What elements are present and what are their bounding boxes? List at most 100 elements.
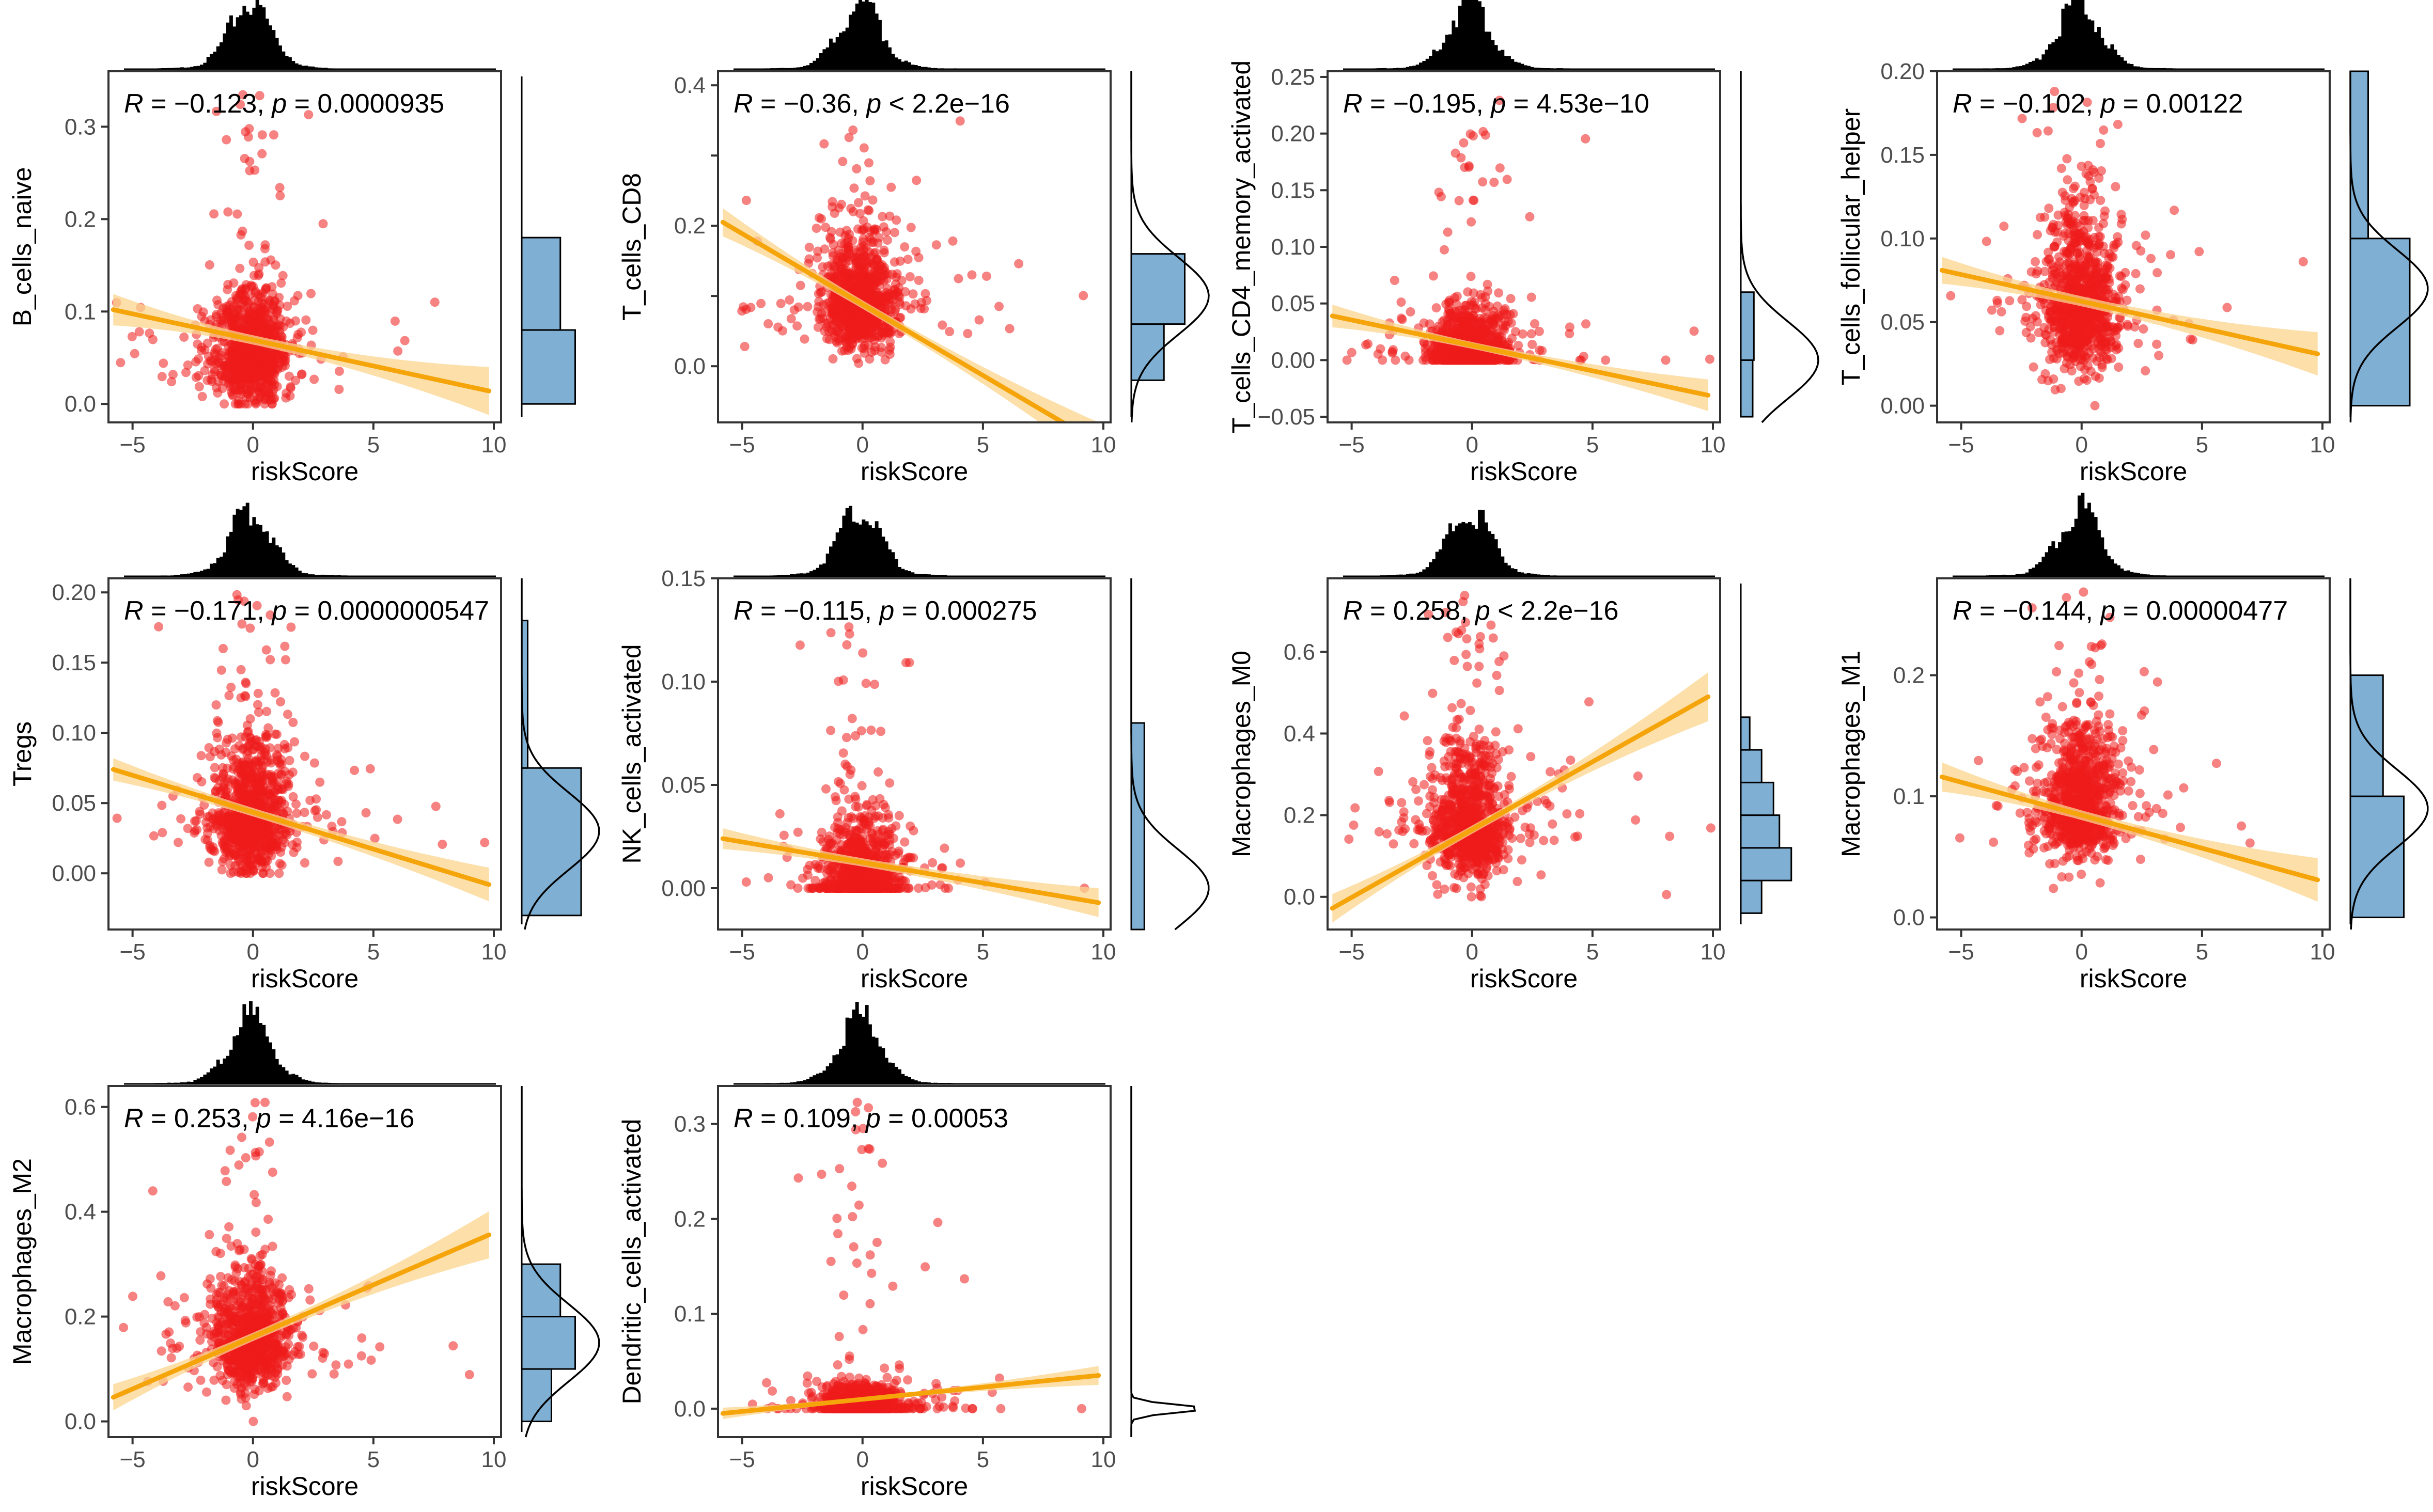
top-hist-bar [1402,68,1407,69]
y-axis-title: B_cells_naive [8,167,37,327]
scatter-point [241,679,251,688]
top-hist-bar [2100,38,2104,69]
y-tick-label: −0.05 [1258,404,1315,430]
y-tick-label: 0.0 [674,354,706,379]
top-hist-bar [881,41,885,69]
scatter-point [890,228,899,238]
top-hist-bar [294,63,299,69]
top-hist-bar [1468,0,1472,69]
top-hist-bar [190,573,194,576]
scatter-point [2153,268,2162,278]
scatter-point [2047,314,2056,324]
scatter-point [1526,292,1536,302]
x-axis-title: riskScore [251,457,358,486]
scatter-point [1443,309,1453,319]
top-hist-bar [1540,68,1544,69]
scatter-point [223,207,233,217]
r-symbol: R [734,89,753,119]
top-hist-bar [809,62,813,69]
plot-frame [1327,70,1721,423]
scatter-point [2073,321,2083,330]
scatter-point [981,271,991,281]
scatter-point [911,246,921,256]
top-hist-bar [1507,56,1511,69]
scatter-point [266,655,275,665]
scatter-point [2298,257,2308,266]
top-hist-bar [1425,58,1429,69]
scatter-point [211,774,221,783]
scatter-point [1418,355,1428,365]
scatter-point [2077,283,2086,293]
top-hist-bar [2074,0,2078,69]
top-hist-bar [953,68,957,69]
scatter-point [1661,355,1671,365]
x-tick-label: 0 [247,939,259,965]
scatter-point [897,276,907,286]
top-hist-bar [161,575,164,576]
top-hist-bar [1517,62,1521,69]
scatter-point [254,290,263,300]
top-hist-bar [1471,0,1475,70]
x-tick-label: 10 [1091,432,1116,458]
y-tick-label: 0.20 [1880,59,1925,84]
scatter-point [1481,325,1491,335]
top-hist-bar [206,57,210,69]
scatter-point [875,260,885,270]
scatter-point [257,130,267,140]
top-hist-bar [2166,68,2170,69]
scatter-point [1396,297,1406,307]
scatter-point [850,271,860,281]
scatter-point [283,302,292,311]
top-hist-bar [298,571,302,576]
scatter-point [2040,369,2050,379]
top-hist-bar [216,46,220,69]
scatter-point [271,260,280,270]
scatter-point [149,831,159,841]
scatter-point [879,276,888,286]
top-hist-bar [2015,66,2019,69]
top-hist-bar [908,62,911,69]
top-hist-bar [894,57,898,69]
scatter-point [281,393,291,403]
scatter-point [306,289,316,298]
scatter-point [1469,351,1479,361]
scatter-point [245,386,255,396]
scatter-point [315,777,325,787]
scatter-point [2081,169,2091,179]
scatter-point [280,641,290,651]
top-marginal-histogram [124,0,496,70]
top-hist-bar [226,22,230,70]
scatter-point [1484,355,1494,365]
scatter-point [2026,333,2036,343]
panel-nk_cells_activated: −5 0 5 100.000.050.100.15riskScoreNK_cells_… [617,506,1210,993]
top-hist-bar [213,563,217,576]
top-hist-bar [2087,19,2091,69]
scatter-point [1396,313,1406,323]
scatter-point [239,295,249,305]
scatter-point [2085,195,2095,204]
scatter-point [275,183,285,193]
scatter-point [229,321,239,330]
top-hist-bar [239,15,243,69]
top-hist-bar [324,68,328,69]
top-hist-bar [213,52,217,69]
top-hist-bar [1422,61,1426,69]
scatter-point [1454,196,1464,206]
side-hist-bar [1740,359,1754,418]
top-hist-bar [167,68,171,69]
top-hist-bar [776,68,781,69]
scatter-point [2029,362,2038,372]
scatter-point [207,845,216,855]
scatter-point [233,399,243,409]
scatter-point [1376,344,1385,354]
top-hist-bar [1995,68,2000,69]
top-hist-bar [2041,54,2046,69]
top-hist-bar [2120,57,2124,69]
top-hist-bar [1992,68,1997,69]
scatter-point [2101,285,2111,295]
scatter-point [230,744,240,754]
scatter-point [245,166,255,176]
scatter-point [236,100,245,109]
scatter-point [236,665,246,674]
top-hist-bar [252,517,256,576]
